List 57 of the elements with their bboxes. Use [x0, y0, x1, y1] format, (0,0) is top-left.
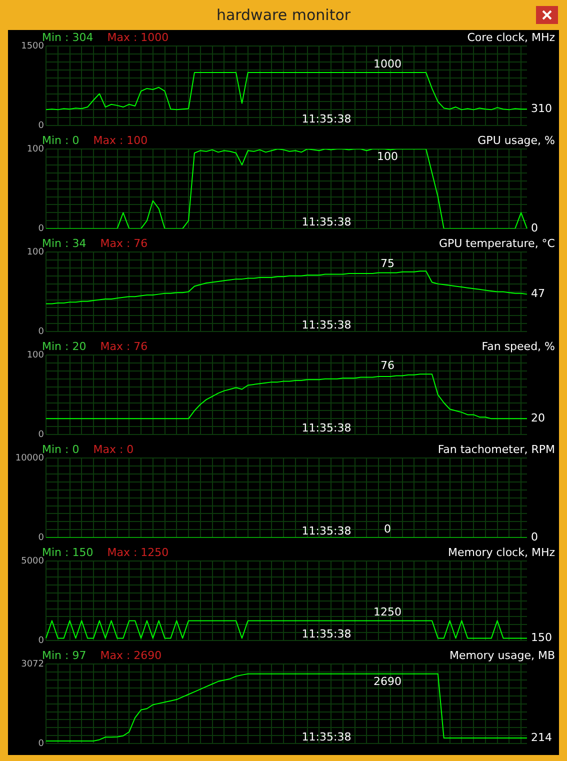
- text: 0: [531, 221, 538, 234]
- chart-title: GPU usage, %: [478, 134, 555, 147]
- annotation: 11:35:38: [302, 112, 352, 126]
- chart-title: GPU temperature, °C: [438, 236, 556, 250]
- text: 310: [531, 102, 552, 116]
- annotation: 11:35:38: [302, 627, 352, 640]
- y-tick-label: 100: [26, 247, 44, 258]
- y-tick-label: 100: [26, 144, 44, 154]
- annotation: 11:35:38: [302, 215, 352, 228]
- text: Max : 1250: [107, 546, 169, 559]
- y-tick-label: 0: [38, 326, 44, 337]
- text: Max : 0: [93, 442, 134, 456]
- y-tick-label: 3072: [21, 659, 44, 670]
- y-tick-label: 10000: [15, 453, 44, 464]
- text: Max : 2690: [100, 648, 162, 662]
- y-tick-label: 1500: [21, 41, 44, 52]
- text: 47: [531, 287, 545, 300]
- text: 0: [531, 530, 538, 544]
- annotation: 1250: [374, 606, 402, 619]
- annotation: 76: [380, 358, 395, 372]
- annotation: 0: [384, 522, 392, 536]
- annotation: 11:35:38: [302, 318, 352, 332]
- chart-title: Core clock, MHz: [467, 30, 556, 44]
- annotation: 11:35:38: [302, 524, 352, 538]
- text: Min : 0: [42, 134, 80, 147]
- chart-subtitle: hardware monitor: [215, 5, 352, 26]
- text: 214: [531, 730, 552, 744]
- chart-title: Memory clock, MHz: [448, 546, 556, 559]
- annotation: 11:35:38: [302, 730, 352, 744]
- annotation: 2690: [374, 674, 402, 688]
- annotation: 75: [380, 256, 395, 270]
- y-tick-label: 100: [26, 350, 44, 360]
- chart-title: Fan speed, %: [482, 340, 555, 353]
- y-tick-label: 0: [38, 738, 44, 749]
- text: 20: [531, 412, 545, 425]
- chart-title: Memory usage, MB: [450, 648, 555, 662]
- text: Min : 150: [42, 546, 94, 559]
- text: Max : 76: [100, 236, 148, 250]
- y-tick-label: 0: [38, 430, 44, 440]
- text: Min : 20: [42, 340, 86, 353]
- text: Min : 0: [42, 442, 80, 456]
- text: Max : 1000: [107, 30, 169, 44]
- y-tick-label: 0: [38, 532, 44, 543]
- chart-title: Fan tachometer, RPM: [438, 442, 555, 456]
- annotation: 11:35:38: [302, 421, 352, 434]
- text: Max : 100: [93, 134, 148, 147]
- y-tick-label: 0: [38, 636, 44, 646]
- text: Min : 304: [42, 30, 94, 44]
- text: Max : 76: [100, 340, 148, 353]
- text: Min : 97: [42, 648, 86, 662]
- text: Min : 34: [42, 236, 86, 250]
- annotation: 1000: [374, 57, 402, 70]
- y-tick-label: 0: [38, 120, 44, 131]
- text: 150: [531, 631, 552, 644]
- annotation: 100: [377, 150, 398, 163]
- y-tick-label: 5000: [21, 556, 44, 566]
- y-tick-label: 0: [38, 224, 44, 234]
